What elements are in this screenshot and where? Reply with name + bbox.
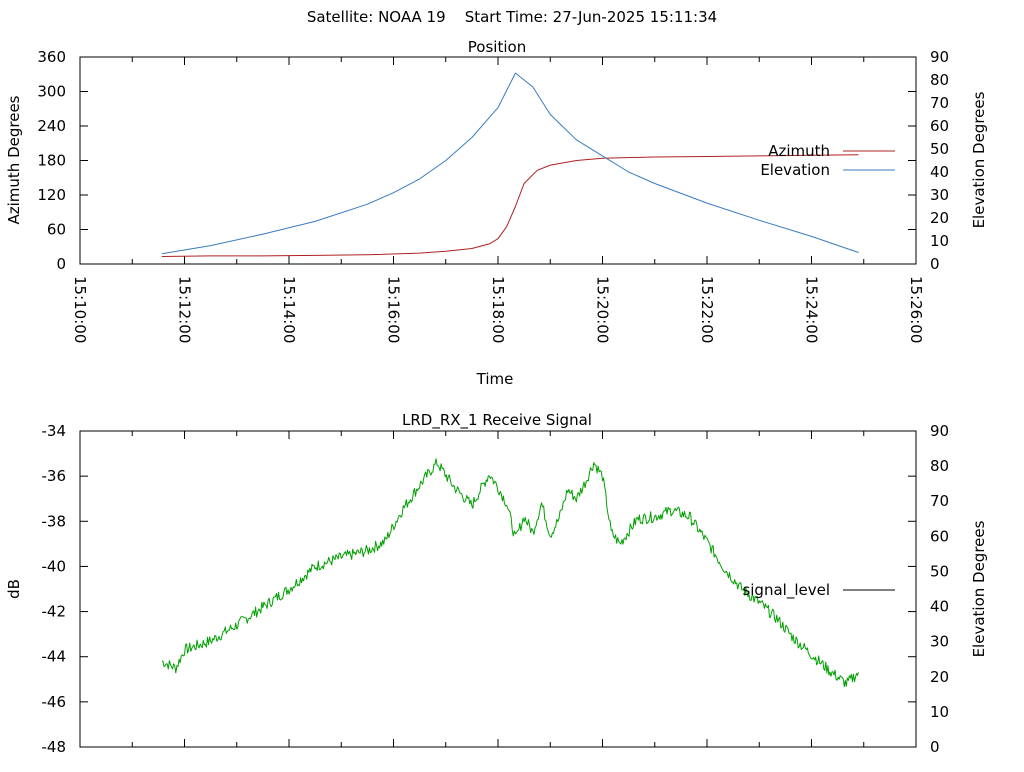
- y2-tick-label: 20: [930, 668, 949, 686]
- position-x-axis-label: Time: [476, 370, 514, 388]
- y2-tick-label: 0: [930, 738, 940, 756]
- x-tick-label: 15:16:00: [385, 276, 403, 343]
- x-tick-label: 15:14:00: [280, 276, 298, 343]
- x-tick-label: 15:10:00: [71, 276, 89, 343]
- y2-tick-label: 10: [930, 703, 949, 721]
- x-tick-label: 15:26:00: [907, 276, 925, 343]
- signal-y-axis-label: dB: [5, 579, 23, 599]
- y-tick-label: -34: [42, 422, 67, 440]
- y-tick-label: 240: [37, 117, 66, 135]
- legend-label-signal-level: signal_level: [742, 581, 830, 600]
- y2-tick-label: 90: [930, 48, 949, 66]
- y-tick-label: -36: [42, 467, 67, 485]
- y2-tick-label: 0: [930, 255, 940, 273]
- legend-label-azimuth: Azimuth: [768, 142, 830, 160]
- y-tick-label: 0: [56, 255, 66, 273]
- position-chart-title: Position: [468, 38, 526, 56]
- series-line-signal-level: [161, 458, 859, 688]
- y-tick-label: 180: [37, 152, 66, 170]
- signal-y2-axis-label: Elevation Degrees: [970, 520, 988, 657]
- position-right-axis: 0 10 20 30 40 50 60 70 80 90: [930, 48, 949, 273]
- position-y-axis-label: Azimuth Degrees: [5, 95, 23, 224]
- signal-chart: LRD_RX_1 Receive Signal -48-46-44-42-40-…: [5, 411, 988, 756]
- series-line-elevation: [161, 72, 859, 255]
- y-tick-label: 120: [37, 186, 66, 204]
- signal-legend: signal_level: [742, 581, 895, 600]
- position-left-axis: 0 60 120 180 240 300 360: [37, 48, 916, 273]
- position-x-axis: 15:10:00 15:12:00 15:14:00 15:16:00 15:18:00…: [71, 57, 925, 343]
- y2-tick-label: 10: [930, 232, 949, 250]
- y2-tick-label: 70: [930, 492, 949, 510]
- y2-tick-label: 40: [930, 598, 949, 616]
- y2-tick-label: 40: [930, 163, 949, 181]
- y-tick-label: 360: [37, 48, 66, 66]
- x-tick-label: 15:18:00: [489, 276, 507, 343]
- position-series: [161, 72, 859, 257]
- y-tick-label: -40: [42, 557, 67, 575]
- y2-tick-label: 30: [930, 186, 949, 204]
- position-y2-axis-label: Elevation Degrees: [970, 91, 988, 228]
- y2-tick-label: 80: [930, 457, 949, 475]
- y-tick-label: -48: [42, 738, 67, 756]
- y-tick-label: -38: [42, 512, 67, 530]
- y-tick-label: -46: [42, 693, 67, 711]
- y2-tick-label: 50: [930, 562, 949, 580]
- y2-tick-label: 80: [930, 71, 949, 89]
- position-legend: Azimuth Elevation: [760, 142, 895, 179]
- signal-series: [161, 458, 859, 688]
- signal-right-axis: 0 10 20 30 40 50 60 70 80 90: [930, 422, 949, 756]
- signal-x-axis: [79, 431, 917, 747]
- x-tick-label: 15:22:00: [698, 276, 716, 343]
- signal-left-axis: -48 -46 -44 -42 -40 -38 -36 -34: [42, 422, 916, 756]
- figure-suptitle: Satellite: NOAA 19 Start Time: 27-Jun-20…: [306, 8, 718, 26]
- y-tick-label: 60: [47, 221, 66, 239]
- series-line-azimuth: [161, 154, 859, 257]
- x-tick-label: 15:12:00: [176, 276, 194, 343]
- signal-chart-title: LRD_RX_1 Receive Signal: [402, 411, 592, 430]
- y2-tick-label: 50: [930, 140, 949, 158]
- y2-tick-label: 90: [930, 422, 949, 440]
- x-tick-label: 15:24:00: [803, 276, 821, 343]
- x-tick-label: 15:20:00: [594, 276, 612, 343]
- y-tick-label: 300: [37, 83, 66, 101]
- position-chart: Position 0 60 120 180 240 300 360 0 10 20 30 40 50 6…: [5, 38, 988, 388]
- y2-tick-label: 60: [930, 117, 949, 135]
- y-tick-label: -42: [42, 603, 67, 621]
- y2-tick-label: 70: [930, 94, 949, 112]
- y-tick-label: -44: [42, 648, 67, 666]
- y2-tick-label: 60: [930, 527, 949, 545]
- legend-label-elevation: Elevation: [760, 161, 830, 179]
- y2-tick-label: 20: [930, 209, 949, 227]
- y2-tick-label: 30: [930, 633, 949, 651]
